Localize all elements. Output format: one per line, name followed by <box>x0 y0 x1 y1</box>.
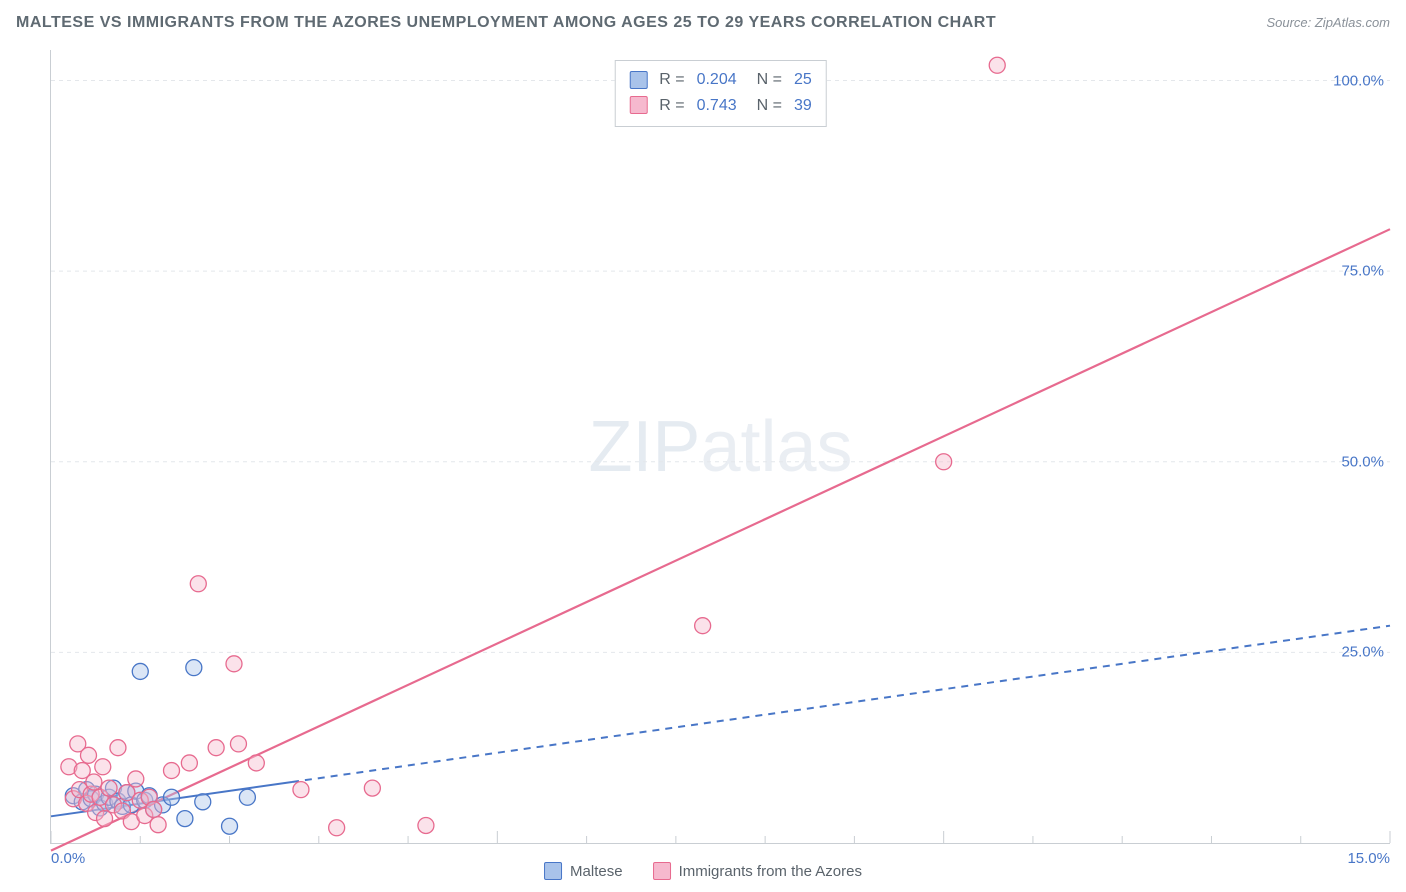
chart-svg <box>51 50 1390 843</box>
title-row: MALTESE VS IMMIGRANTS FROM THE AZORES UN… <box>16 14 1390 32</box>
stats-row-azores: R = 0.743 N = 39 <box>629 93 812 119</box>
swatch-maltese <box>544 862 562 880</box>
swatch-azores <box>629 96 647 114</box>
r-value-azores: 0.743 <box>697 93 737 119</box>
legend-item-azores: Immigrants from the Azores <box>653 862 862 880</box>
n-label: N = <box>757 67 782 93</box>
n-value-maltese: 25 <box>794 67 812 93</box>
swatch-maltese <box>629 71 647 89</box>
y-tick-label: 75.0% <box>1341 263 1384 280</box>
r-value-maltese: 0.204 <box>697 67 737 93</box>
stats-row-maltese: R = 0.204 N = 25 <box>629 67 812 93</box>
stats-legend-box: R = 0.204 N = 25 R = 0.743 N = 39 <box>614 60 827 127</box>
chart-title: MALTESE VS IMMIGRANTS FROM THE AZORES UN… <box>16 14 996 32</box>
legend-label-maltese: Maltese <box>570 863 623 880</box>
y-tick-label: 100.0% <box>1333 72 1384 89</box>
r-label: R = <box>659 93 684 119</box>
x-tick-label: 0.0% <box>51 850 85 867</box>
source-label: Source: ZipAtlas.com <box>1266 15 1390 30</box>
n-value-azores: 39 <box>794 93 812 119</box>
chart-container: MALTESE VS IMMIGRANTS FROM THE AZORES UN… <box>0 0 1406 892</box>
n-label: N = <box>757 93 782 119</box>
bottom-legend: Maltese Immigrants from the Azores <box>544 862 862 880</box>
legend-label-azores: Immigrants from the Azores <box>679 863 862 880</box>
plot-area: ZIPatlas R = 0.204 N = 25 R = 0.743 N = … <box>50 50 1390 844</box>
swatch-azores <box>653 862 671 880</box>
x-tick-label: 15.0% <box>1347 850 1390 867</box>
r-label: R = <box>659 67 684 93</box>
y-tick-label: 50.0% <box>1341 453 1384 470</box>
legend-item-maltese: Maltese <box>544 862 623 880</box>
plot-wrap: ZIPatlas R = 0.204 N = 25 R = 0.743 N = … <box>50 50 1390 844</box>
y-tick-label: 25.0% <box>1341 644 1384 661</box>
